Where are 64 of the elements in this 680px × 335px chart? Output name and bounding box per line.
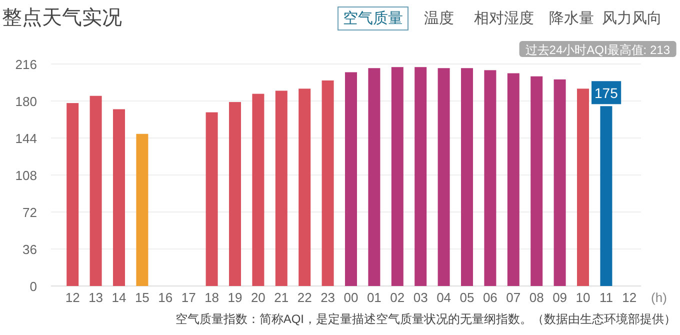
bar <box>484 70 496 286</box>
x-tick-label: 03 <box>413 290 428 305</box>
x-tick-label: 11 <box>599 290 613 305</box>
x-tick-label: 14 <box>112 290 126 305</box>
text: 过去24小时AQI最高值: 213 <box>525 43 670 57</box>
x-tick-label: 12 <box>65 290 80 305</box>
x-tick-label: 02 <box>390 290 405 305</box>
bar <box>90 96 102 286</box>
y-tick-label: 36 <box>22 242 37 257</box>
bar <box>136 134 148 286</box>
bar <box>391 67 404 286</box>
x-tick-label: 09 <box>552 290 568 305</box>
x-tick-label: 20 <box>250 290 266 305</box>
bar <box>322 80 334 286</box>
x-tick-label: 04 <box>436 290 452 305</box>
x-tick-label: 12 <box>622 290 637 305</box>
bar <box>368 68 380 286</box>
data-label: 175 <box>594 85 618 102</box>
bar <box>345 72 357 286</box>
text: 温度 <box>424 10 454 27</box>
x-tick-label: 00 <box>344 290 358 305</box>
text: 空气质量指数：简称AQI，是定量描述空气质量状况的无量纲指数。（数据由生态环境部提供） <box>175 312 676 326</box>
x-tick-label: 01 <box>366 290 382 305</box>
bar <box>438 68 450 286</box>
y-tick-label: 0 <box>30 279 37 294</box>
bar <box>554 79 566 286</box>
bar <box>530 76 543 286</box>
x-tick-label: 22 <box>297 290 312 305</box>
bar <box>461 68 473 286</box>
x-tick-label: 10 <box>576 290 590 305</box>
bar <box>600 106 612 286</box>
bar <box>206 112 218 286</box>
text: 风力风向 <box>602 10 662 27</box>
x-tick-label: 21 <box>274 290 289 305</box>
chart-title: 整点天气实况 <box>2 7 122 29</box>
x-tick-label: 16 <box>158 290 173 305</box>
y-tick-label: 72 <box>22 205 37 220</box>
y-tick-label: 216 <box>15 57 37 72</box>
y-tick-label: 180 <box>15 94 37 109</box>
bar <box>229 102 241 286</box>
x-tick-label: 05 <box>460 290 474 305</box>
text: 相对湿度 <box>474 10 534 27</box>
x-tick-label: 23 <box>320 290 336 305</box>
bar <box>275 90 288 286</box>
bar <box>577 88 589 286</box>
text: 降水量 <box>549 10 594 27</box>
y-tick-label: 144 <box>15 131 37 146</box>
bar <box>66 103 79 286</box>
x-tick-label: 19 <box>228 290 242 305</box>
bar <box>298 88 311 286</box>
x-tick-label: 18 <box>204 290 220 305</box>
x-tick-label: 13 <box>88 290 104 305</box>
x-tick-label: 15 <box>134 290 150 305</box>
bar <box>414 67 427 286</box>
bar <box>252 94 264 286</box>
x-tick-label: 07 <box>506 290 521 305</box>
bar <box>507 73 520 286</box>
x-tick-label: 08 <box>529 290 544 305</box>
x-axis-title: (h) <box>651 290 667 305</box>
x-tick-label: 17 <box>181 290 196 305</box>
x-tick-label: 06 <box>482 290 498 305</box>
text: 空气质量 <box>343 10 403 27</box>
bar <box>113 109 125 286</box>
y-tick-label: 108 <box>15 168 37 183</box>
